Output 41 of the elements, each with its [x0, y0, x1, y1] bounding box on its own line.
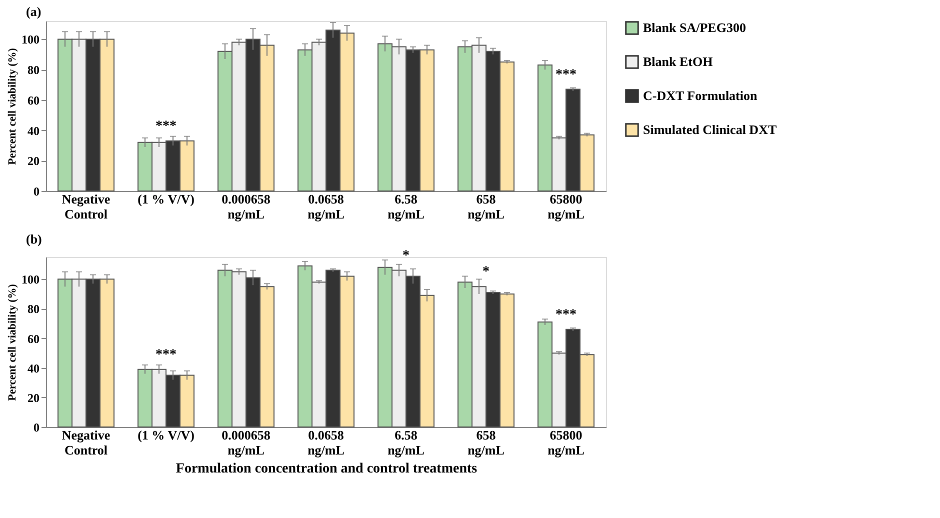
x-tick-label: Negative Control [62, 428, 110, 458]
x-tick-label: (1 % V/V) [138, 192, 194, 206]
legend-label: Blank EtOH [643, 54, 713, 69]
y-tick-label: 60 [28, 332, 40, 346]
x-tick-label: 0.0658 ng/mL [308, 192, 345, 222]
annotation: * [402, 248, 410, 264]
x-tick-label: 658 ng/mL [468, 192, 505, 222]
y-tick-label: 100 [22, 272, 40, 287]
annotation: *** [556, 307, 576, 322]
x-tick-label: 6.58 ng/mL [388, 428, 425, 458]
chart-title: (b) [26, 231, 42, 246]
chart-title: (a) [26, 4, 42, 19]
x-tick-label: 0.0658 ng/mL [308, 428, 345, 458]
y-tick-label: 20 [28, 390, 40, 405]
y-tick-label: 0 [34, 420, 40, 434]
x-axis-title: Formulation concentration and control treatments [176, 462, 478, 476]
annotation: *** [156, 347, 176, 362]
x-tick-label: 65800 ng/mL [548, 192, 585, 222]
legend-label: Blank SA/PEG300 [643, 20, 746, 35]
y-tick-label: 40 [28, 361, 40, 376]
y-tick-label: 80 [28, 63, 40, 78]
y-tick-label: 20 [28, 154, 40, 168]
legend-label: C-DXT Formulation [643, 88, 758, 103]
y-axis-title: Percent cell viability (%) [6, 48, 18, 165]
y-axis-title: Percent cell viability (%) [6, 284, 18, 401]
x-tick-label: 0.000658 ng/mL [222, 192, 271, 222]
y-tick-label: 0 [34, 184, 40, 198]
y-tick-label: 40 [28, 124, 40, 138]
y-tick-label: 60 [28, 93, 40, 108]
y-tick-label: 100 [22, 32, 40, 47]
annotation: *** [156, 118, 176, 134]
x-tick-label: 658 ng/mL [468, 428, 505, 458]
x-tick-label: 0.000658 ng/mL [222, 428, 271, 458]
x-tick-label: 65800 ng/mL [548, 428, 585, 458]
y-tick-label: 80 [28, 302, 40, 316]
x-tick-label: (1 % V/V) [138, 428, 194, 442]
annotation: *** [556, 67, 576, 82]
legend-label: Simulated Clinical DXT [643, 122, 777, 137]
annotation: * [482, 264, 490, 280]
x-tick-label: Negative Control [62, 192, 110, 222]
x-tick-label: 6.58 ng/mL [388, 192, 425, 222]
